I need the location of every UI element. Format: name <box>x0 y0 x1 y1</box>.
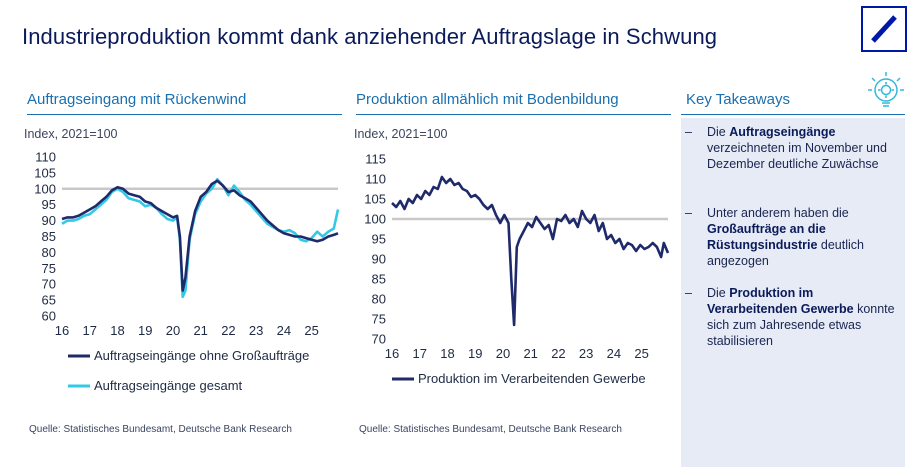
y-tick-label: 95 <box>372 232 386 247</box>
production-chart: Index, 2021=100 70 75 80 85 90 95 100 105 110 115 1… <box>354 127 670 386</box>
y-tick-label: 90 <box>42 213 56 228</box>
y-tick-label: 115 <box>365 152 386 167</box>
orders-chart-heading: Auftragseingang mit Rückenwind <box>27 91 247 108</box>
y-tick-label: 90 <box>372 252 386 267</box>
y-tick-label: 80 <box>42 245 56 260</box>
takeaway-item: – Unter anderem haben die Großaufträge a… <box>685 206 864 268</box>
series-line <box>391 175 670 327</box>
x-tick-label: 18 <box>110 323 124 338</box>
x-tick-label: 22 <box>551 346 565 361</box>
x-tick-label: 24 <box>277 323 291 338</box>
key-takeaways-panel: – Die Auftragseingänge verzeichneten im … <box>681 118 905 467</box>
page-title: Industrieproduktion kommt dank anziehend… <box>22 24 718 49</box>
x-tick-label: 20 <box>166 323 180 338</box>
y-tick-label: 65 <box>42 293 56 308</box>
production-chart-heading: Produktion allmählich mit Bodenbildung <box>356 91 619 108</box>
x-tick-label: 16 <box>385 346 399 361</box>
x-tick-label: 22 <box>221 323 235 338</box>
orders-heading-rule <box>27 114 342 115</box>
orders-chart: Index, 2021=100 6065707580859095100105110… <box>24 127 340 393</box>
x-tick-label: 23 <box>249 323 263 338</box>
y-tick-label: 70 <box>372 332 386 347</box>
production-heading-rule <box>356 114 671 115</box>
y-tick-label: 95 <box>42 197 56 212</box>
x-tick-label: 24 <box>607 346 621 361</box>
deutsche-bank-logo <box>861 6 907 52</box>
key-takeaways-rule <box>681 114 905 115</box>
y-tick-label: 60 <box>42 309 56 324</box>
legend-label: Auftragseingänge gesamt <box>94 378 243 393</box>
x-tick-label: 19 <box>468 346 482 361</box>
y-tick-label: 105 <box>364 192 386 207</box>
legend-label: Produktion im Verarbeitenden Gewerbe <box>418 371 646 386</box>
y-tick-label: 80 <box>372 292 386 307</box>
y-tick-label: 100 <box>364 212 386 227</box>
y-tick-label: 75 <box>42 261 56 276</box>
x-tick-label: 17 <box>413 346 427 361</box>
x-tick-label: 18 <box>440 346 454 361</box>
legend-label: Auftragseingänge ohne Großaufträge <box>94 348 309 363</box>
x-tick-label: 25 <box>304 323 318 338</box>
y-axis-label: Index, 2021=100 <box>354 127 448 141</box>
y-tick-label: 85 <box>372 272 386 287</box>
lightbulb-gear-icon <box>866 70 906 115</box>
y-tick-label: 75 <box>372 312 386 327</box>
y-tick-label: 110 <box>365 172 386 187</box>
y-tick-label: 85 <box>42 229 56 244</box>
x-tick-label: 17 <box>83 323 97 338</box>
x-tick-label: 23 <box>579 346 593 361</box>
y-tick-label: 70 <box>42 277 56 292</box>
y-tick-label: 100 <box>34 181 56 196</box>
orders-source-note: Quelle: Statistisches Bundesamt, Deutsch… <box>29 424 292 435</box>
x-tick-label: 25 <box>634 346 648 361</box>
takeaway-item: – Die Auftragseingänge verzeichneten im … <box>685 125 887 171</box>
series-line <box>61 179 339 292</box>
logo-slash-icon <box>871 15 897 43</box>
y-tick-label: 110 <box>35 150 56 165</box>
x-tick-label: 21 <box>193 323 207 338</box>
key-takeaways-heading: Key Takeaways <box>686 91 790 108</box>
y-axis-label: Index, 2021=100 <box>24 127 118 141</box>
x-tick-label: 21 <box>523 346 537 361</box>
x-tick-label: 20 <box>496 346 510 361</box>
y-tick-label: 105 <box>34 165 56 180</box>
production-source-note: Quelle: Statistisches Bundesamt, Deutsch… <box>359 424 622 435</box>
takeaway-item: – Die Produktion im Verarbeitenden Gewer… <box>685 286 895 348</box>
x-tick-label: 16 <box>55 323 69 338</box>
x-tick-label: 19 <box>138 323 152 338</box>
